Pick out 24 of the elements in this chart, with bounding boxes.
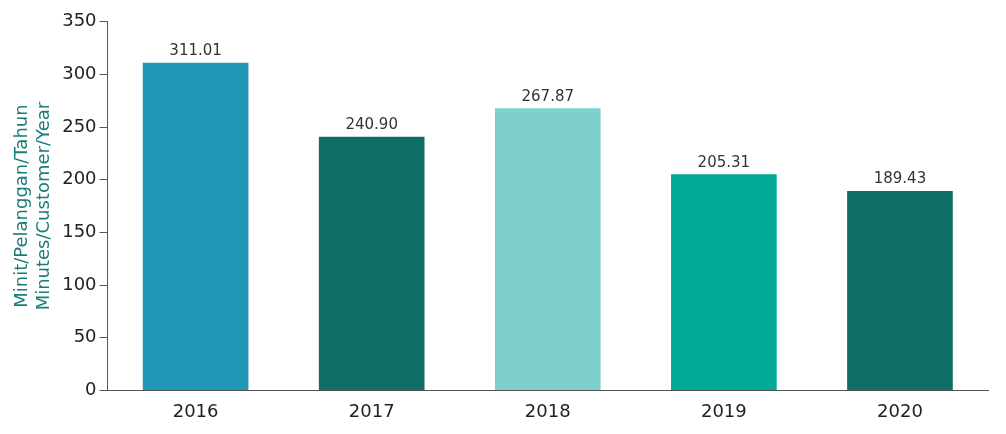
bar [142,62,249,390]
data-label: 189.43 [873,169,927,188]
data-label: 311.01 [169,41,222,60]
y-tick-label: 350 [62,9,97,31]
bar [494,108,601,390]
y-tick-label: 300 [62,62,97,84]
y-tick-label: 200 [62,167,97,189]
bar [671,174,777,390]
y-tick-label: 0 [85,378,97,400]
y-axis-title: Minit/Pelanggan/Tahun Minutes/Customer/Year [10,101,54,311]
y-tick-label: 250 [62,114,97,136]
y-tick-label: 150 [62,220,97,242]
data-label: 240.90 [345,115,398,134]
y-tick-label: 50 [73,325,97,347]
bar [318,136,425,390]
data-label: 205.31 [697,152,751,171]
x-tick-label: 2020 [877,399,923,421]
x-tick-label: 2017 [348,399,395,421]
x-tick-label: 2016 [172,399,219,421]
x-tick-label: 2019 [700,399,747,421]
bar [847,190,953,390]
y-tick-label: 100 [62,272,97,294]
x-tick-label: 2018 [524,399,571,421]
data-label: 267.87 [521,86,575,105]
